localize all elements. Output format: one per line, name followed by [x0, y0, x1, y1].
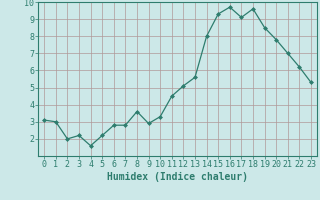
X-axis label: Humidex (Indice chaleur): Humidex (Indice chaleur) — [107, 172, 248, 182]
